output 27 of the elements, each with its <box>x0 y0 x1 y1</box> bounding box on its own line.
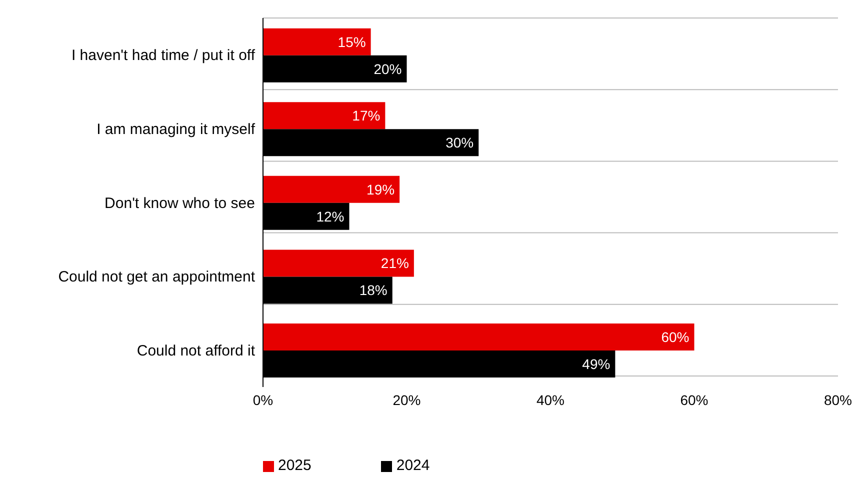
bar <box>263 324 694 351</box>
data-label: 20% <box>374 60 402 77</box>
legend-label: 2024 <box>396 457 430 474</box>
y-tick-label: I haven't had time / put it off <box>71 47 256 64</box>
data-label: 15% <box>338 34 366 50</box>
y-tick-label: I am managing it myself <box>96 121 256 138</box>
data-label: 19% <box>366 181 395 198</box>
bar <box>263 250 414 277</box>
y-tick-label: Could not afford it <box>136 342 256 360</box>
x-tick-label: 0% <box>252 392 274 408</box>
data-label: 21% <box>380 255 409 272</box>
x-tick-label: 80% <box>824 392 852 408</box>
bar <box>263 102 386 130</box>
data-label: 12% <box>316 208 344 224</box>
y-tick-label: Don't know who to see <box>104 194 255 212</box>
legend-label: 2025 <box>278 457 312 474</box>
data-label: 18% <box>359 282 388 298</box>
x-tick-label: 20% <box>392 392 421 408</box>
data-label: 17% <box>352 108 380 124</box>
data-label: 49% <box>582 356 610 372</box>
data-label: 60% <box>661 329 690 345</box>
y-tick-label: Could not get an appointment <box>58 268 256 286</box>
bar <box>263 28 371 56</box>
x-tick-label: 40% <box>536 392 565 408</box>
bar <box>263 176 400 203</box>
data-label: 30% <box>446 134 474 151</box>
x-tick-label: 60% <box>680 392 708 408</box>
